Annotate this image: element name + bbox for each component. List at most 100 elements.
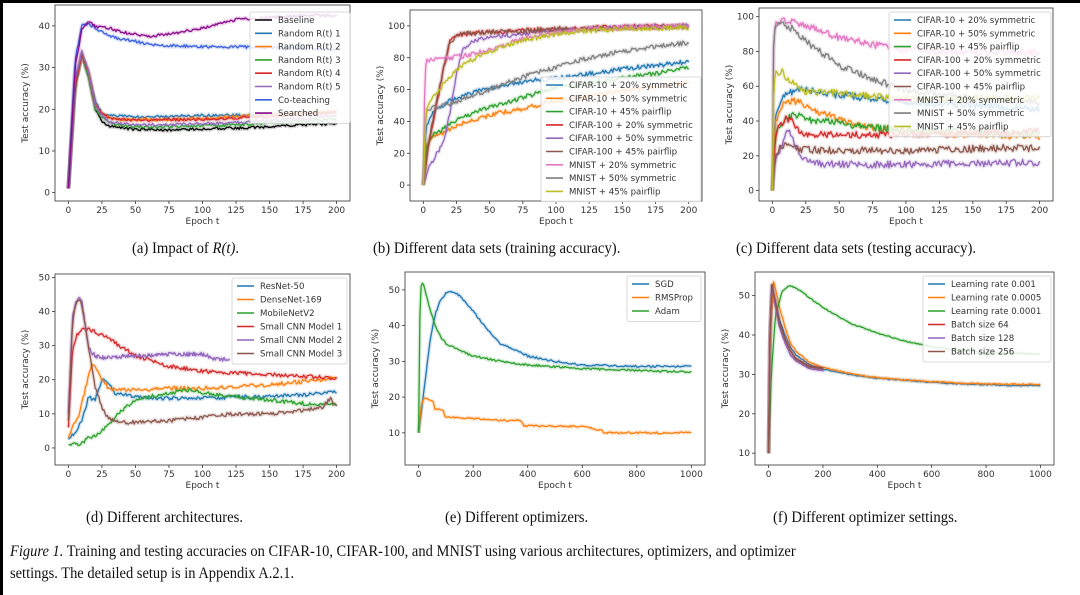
legend-entry: MobileNetV2	[260, 309, 315, 319]
y-tick-label: 50	[39, 273, 51, 283]
x-tick-label: 75	[517, 206, 528, 216]
series-line-cifar-10-20-symmetric	[422, 59, 690, 186]
x-tick-label: 100	[194, 470, 211, 480]
legend-entry: Batch size 128	[951, 334, 1014, 344]
y-tick-label: 40	[39, 22, 51, 32]
legend-entry: CIFAR-100 + 45% pairflip	[569, 148, 677, 158]
y-tick-label: 30	[389, 357, 401, 367]
series-line-mnist-50-symmetric	[422, 40, 690, 186]
series-line-cifar-100-45-pairflip	[771, 142, 1041, 191]
x-tick-label: 175	[294, 470, 311, 480]
legend-entry: Learning rate 0.0001	[951, 307, 1041, 317]
series-line-baseline	[67, 53, 338, 189]
x-tick-label: 100	[897, 206, 914, 216]
x-tick-label: 50	[484, 206, 496, 216]
legend: ResNet-50 DenseNet-169 MobileNetV2 Small CN…	[231, 277, 348, 365]
legend-box	[626, 275, 702, 322]
axes-frame	[754, 271, 1055, 466]
series-line-small-cnn-model-3	[67, 299, 338, 425]
x-tick-label: 200	[814, 470, 831, 480]
x-tick-label: 0	[416, 470, 422, 480]
x-tick-label: 800	[977, 470, 994, 480]
chart-svg-d: 0 25 50 75 100 125 150 175 200 0 10 20 30 40 50 Epoch t…	[21, 273, 351, 491]
series-line-adam	[417, 282, 692, 433]
y-axis-label: Test accuracy (%)	[725, 65, 735, 146]
legend: CIFAR-10 + 20% symmetric CIFAR-10 + 50% s…	[540, 76, 702, 203]
y-tick-label: 10	[389, 429, 401, 439]
x-axis-label: Epoch t	[538, 481, 572, 491]
y-tick-label: 30	[39, 64, 51, 74]
series-line-cifar-100-50-symmetric	[771, 129, 1041, 191]
subcaption-f-text: (f) Different optimizer settings.	[773, 509, 958, 526]
x-tick-label: 50	[130, 470, 142, 480]
legend-entry: ResNet-50	[260, 282, 304, 292]
chart-panel-a: 0 25 50 75 100 125 150 175 200 0 10 20 30 40 Epoch t Te…	[0, 0, 360, 230]
y-tick-label: 40	[739, 331, 751, 341]
legend-box	[922, 275, 1052, 363]
subcaption-b: (b) Different data sets (training accura…	[373, 240, 620, 258]
y-tick-label: 0	[748, 187, 754, 197]
x-tick-label: 75	[163, 470, 174, 480]
legend: SGD RMSProp Adam	[626, 275, 702, 322]
legend-entry: Random R(t) 5	[278, 83, 341, 93]
y-tick-label: 40	[743, 117, 755, 127]
y-tick-label: 60	[394, 86, 406, 96]
x-tick-label: 200	[1031, 206, 1048, 216]
x-tick-label: 600	[574, 470, 591, 480]
subcaption-f: (f) Different optimizer settings.	[773, 509, 957, 527]
x-tick-label: 1000	[680, 470, 703, 480]
legend-entry: MNIST + 20% symmetric	[917, 96, 1024, 106]
series-line-small-cnn-model-1	[67, 327, 338, 428]
legend-entry: Small CNN Model 3	[260, 350, 342, 360]
y-tick-label: 20	[39, 105, 51, 115]
legend-entry: MNIST + 45% pairflip	[569, 187, 660, 197]
chart-panel-d: 0 25 50 75 100 125 150 175 200 0 10 20 30 40 50 Epoch t…	[0, 0, 360, 500]
y-tick-label: 50	[389, 286, 401, 296]
legend-entry: Searched	[278, 109, 318, 119]
series-group	[416, 281, 693, 436]
y-axis-label: Test accuracy (%)	[376, 66, 386, 147]
x-tick-label: 0	[66, 470, 72, 480]
subcaption-b-text: (b) Different data sets (training accura…	[373, 240, 621, 257]
y-tick-label: 100	[388, 22, 405, 32]
caption-label: Figure 1.	[10, 543, 64, 560]
y-tick-label: 10	[39, 410, 51, 420]
y-axis-label: Test accuracy (%)	[21, 63, 31, 144]
legend-entry: Random R(t) 4	[278, 69, 341, 79]
subcaption-d-text: (d) Different architectures.	[86, 509, 244, 526]
y-tick-label: 20	[739, 410, 751, 420]
series-line-learning-rate-0-0005	[767, 280, 1041, 454]
y-tick-label: 20	[39, 376, 51, 386]
caption-line-2: settings. The detailed setup is in Appen…	[10, 563, 978, 585]
legend-box	[540, 76, 702, 203]
subcaption-d: (d) Different architectures.	[86, 509, 243, 527]
legend-entry: CIFAR-100 + 50% symmetric	[917, 69, 1041, 79]
y-tick-label: 0	[399, 181, 405, 191]
legend-entry: CIFAR-100 + 20% symmetric	[569, 121, 693, 131]
legend-entry: MNIST + 45% pairflip	[917, 122, 1008, 132]
x-tick-label: 25	[800, 206, 811, 216]
x-tick-label: 200	[328, 206, 345, 216]
y-tick-label: 20	[743, 152, 755, 162]
figure-caption: Figure 1. Training and testing accuracie…	[10, 541, 1080, 585]
x-axis-label: Epoch t	[539, 217, 573, 227]
subcaption-c-text: (c) Different data sets (testing accurac…	[736, 240, 977, 257]
series-group	[66, 295, 339, 448]
y-tick-label: 40	[389, 322, 401, 332]
subcaption-e-text: (e) Different optimizers.	[445, 509, 589, 526]
chart-svg-c: 0 25 50 75 100 125 150 175 200020406080100Epoch …	[725, 7, 1054, 227]
x-tick-label: 400	[869, 470, 886, 480]
legend-entry: DenseNet-169	[260, 296, 322, 306]
y-tick-label: 40	[394, 117, 406, 127]
x-tick-label: 0	[66, 206, 72, 216]
subcaption-a: (a) Impact of R(t).	[132, 240, 239, 258]
y-tick-label: 100	[737, 13, 754, 23]
axes-frame	[404, 271, 706, 466]
chart-svg-e: 0 200 400 600 800 1000 10 20 30 40 50 Epoch t Test a…	[371, 271, 706, 491]
subcaption-a-math: R(t)	[212, 240, 236, 257]
legend-entry: Learning rate 0.001	[951, 280, 1036, 290]
x-tick-label: 25	[96, 206, 107, 216]
legend-entry: CIFAR-10 + 50% symmetric	[917, 29, 1036, 39]
chart-svg-a: 0 25 50 75 100 125 150 175 200 0 10 20 30 40 Epoch t Te…	[21, 4, 351, 227]
subcaption-c: (c) Different data sets (testing accurac…	[736, 240, 976, 258]
